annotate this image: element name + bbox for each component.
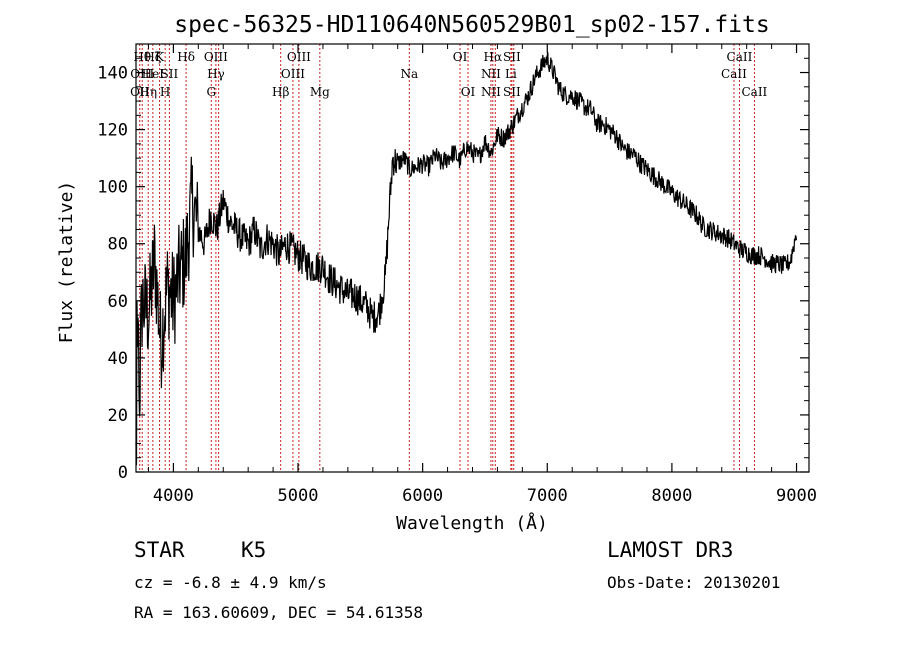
line-label: K (155, 50, 165, 64)
obs-date: Obs-Date: 20130201 (607, 573, 781, 592)
y-tick-label: 20 (108, 406, 128, 426)
line-label: Li (505, 67, 517, 81)
x-axis-label: Wavelength (Å) (396, 512, 548, 534)
y-tick-label: 0 (118, 463, 128, 483)
x-tick-label: 6000 (402, 486, 443, 506)
line-markers (139, 44, 755, 472)
line-label: OIII (287, 50, 311, 64)
survey-name: LAMOST DR3 (607, 538, 734, 562)
chart-title: spec-56325-HD110640N560529B01_sp02-157.f… (174, 12, 769, 38)
y-tick-label: 40 (108, 349, 128, 369)
line-label: Na (400, 67, 418, 81)
x-tick-label: 5000 (278, 486, 319, 506)
line-label: OIII (204, 50, 228, 64)
line-label: Hθ (133, 50, 151, 64)
object-subclass: K5 (241, 538, 267, 562)
x-tick-label: 4000 (153, 486, 194, 506)
line-label: CaII (727, 50, 753, 64)
line-label: CaII (741, 85, 767, 99)
spectrum-line (135, 52, 798, 466)
line-label: NII (481, 85, 501, 99)
line-label: Hβ (272, 85, 289, 99)
plot-frame (135, 43, 810, 473)
line-label: OIII (281, 67, 305, 81)
line-label: H (160, 85, 170, 99)
line-label: OII (130, 85, 150, 99)
line-label: G (206, 85, 216, 99)
y-tick-label: 80 (108, 235, 128, 255)
x-tick-label: 8000 (651, 486, 692, 506)
line-label: Hγ (207, 67, 225, 81)
object-class: STAR (134, 538, 185, 562)
y-tick-label: 60 (108, 292, 128, 312)
line-label: SII (503, 85, 521, 99)
x-tick-label: 7000 (527, 486, 568, 506)
x-axis-ticks: 4000 5000 6000 7000 8000 9000 (147, 44, 817, 506)
line-label: Hα (484, 50, 503, 64)
line-label: SII (503, 50, 521, 64)
line-label: HeI (142, 67, 165, 81)
line-labels: OIIHθOIIIHηHζHeIKHSIIHδGOIIIHγHβOIIIOIII… (130, 50, 767, 99)
y-tick-label: 120 (97, 121, 128, 141)
line-label: OI (461, 85, 476, 99)
redshift-cz: cz = -6.8 ± 4.9 km/s (134, 573, 327, 592)
line-label: SII (161, 67, 179, 81)
line-label: Hζ (144, 50, 161, 64)
line-label: NII (481, 67, 501, 81)
line-label: Hη (139, 85, 157, 99)
y-tick-label: 140 (97, 64, 128, 84)
y-axis-label: Flux (relative) (56, 181, 77, 344)
y-axis-ticks: 0 20 40 60 80 100 120 140 (97, 57, 809, 483)
line-label: Mg (310, 85, 330, 99)
coordinates: RA = 163.60609, DEC = 54.61358 (134, 603, 423, 622)
x-tick-label: 9000 (776, 486, 817, 506)
y-tick-label: 100 (97, 178, 128, 198)
line-label: Hδ (177, 50, 195, 64)
line-label: OI (453, 50, 468, 64)
line-label: CaII (721, 67, 747, 81)
